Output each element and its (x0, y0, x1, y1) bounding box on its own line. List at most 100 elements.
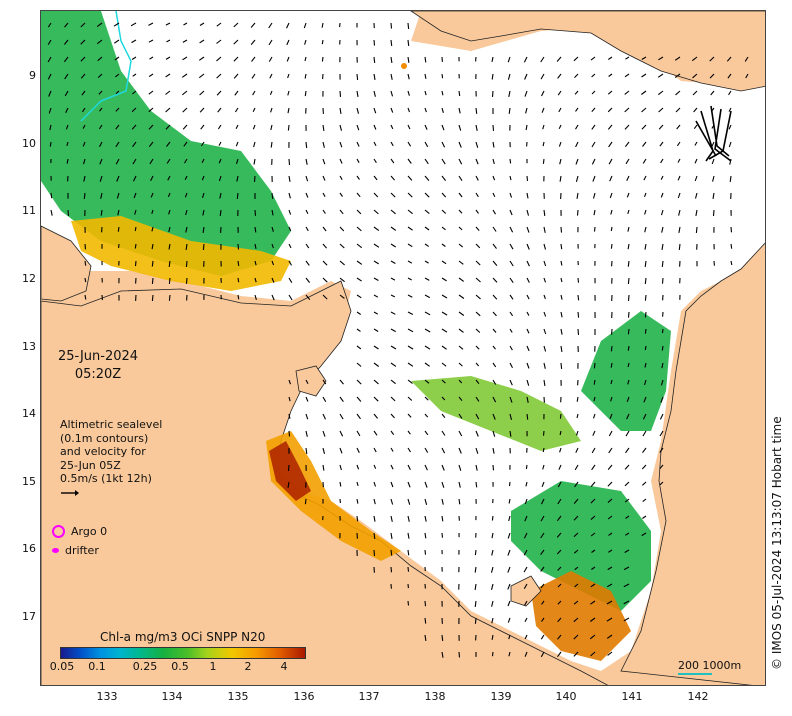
velocity-arrow (200, 141, 205, 147)
velocity-arrow (356, 73, 359, 80)
velocity-arrow (526, 192, 529, 199)
velocity-arrow (134, 226, 137, 232)
velocity-arrow (407, 260, 413, 264)
velocity-arrow (373, 124, 377, 130)
velocity-arrow (490, 566, 494, 573)
velocity-arrow (441, 532, 444, 538)
velocity-scale-arrow-icon (61, 489, 79, 496)
velocity-arrow (675, 90, 681, 96)
velocity-arrow (390, 328, 396, 333)
velocity-arrow (491, 90, 494, 97)
velocity-arrow (97, 73, 103, 78)
velocity-arrow (131, 39, 137, 44)
velocity-arrow (373, 56, 376, 63)
velocity-arrow (556, 515, 562, 522)
velocity-arrow (610, 379, 613, 385)
velocity-arrow (288, 175, 291, 182)
velocity-arrow (305, 430, 308, 437)
velocity-arrow (458, 447, 462, 454)
colorbar-tick-2: 0.25 (132, 660, 158, 673)
velocity-arrow (441, 277, 447, 282)
velocity-arrow (305, 158, 308, 165)
velocity-arrow (168, 226, 171, 233)
velocity-arrow (202, 226, 205, 233)
velocity-arrow (590, 600, 596, 605)
velocity-arrow (475, 413, 480, 420)
velocity-arrow (407, 600, 410, 606)
velocity-arrow (390, 158, 395, 164)
velocity-arrow (574, 73, 579, 78)
velocity-arrow (492, 243, 497, 249)
velocity-arrow (373, 175, 378, 181)
velocity-arrow (407, 447, 411, 453)
velocity-arrow (712, 175, 715, 182)
velocity-arrow (252, 107, 256, 112)
velocity-arrow (574, 583, 579, 588)
velocity-arrow (424, 73, 427, 79)
velocity-arrow (590, 515, 596, 521)
velocity-arrow (252, 90, 256, 96)
velocity-arrow (234, 107, 239, 113)
velocity-arrow (48, 107, 52, 114)
velocity-arrow (373, 209, 379, 215)
velocity-arrow (356, 447, 360, 453)
velocity-arrow (729, 175, 732, 182)
velocity-arrow (271, 209, 274, 216)
velocity-arrow (237, 260, 240, 266)
velocity-arrow (424, 260, 429, 264)
velocity-arrow (712, 192, 715, 199)
velocity-arrow (509, 277, 514, 284)
velocity-arrow (509, 362, 513, 368)
argo-ring-icon (52, 525, 65, 538)
velocity-arrow (198, 73, 205, 79)
velocity-arrow (526, 243, 530, 250)
velocity-arrow (373, 107, 377, 114)
velocity-arrow (543, 243, 547, 250)
velocity-arrow (458, 379, 463, 384)
velocity-arrow (441, 107, 444, 113)
velocity-arrow (661, 260, 664, 267)
velocity-arrow (557, 481, 562, 488)
velocity-arrow (305, 396, 309, 402)
velocity-arrow (84, 243, 87, 250)
velocity-arrow (730, 243, 733, 249)
velocity-arrow (390, 192, 396, 198)
velocity-arrow (593, 226, 596, 232)
velocity-arrow (165, 90, 171, 95)
velocity-arrow (593, 362, 596, 369)
land-new-guinea (410, 11, 765, 92)
river-line (80, 11, 132, 122)
velocity-arrow (509, 430, 512, 437)
velocity-arrow (607, 464, 613, 470)
chlorophyll-colorbar (60, 647, 306, 659)
velocity-arrow (373, 90, 376, 97)
velocity-arrow (252, 124, 256, 130)
velocity-arrow (373, 345, 379, 350)
velocity-arrow (491, 651, 494, 657)
velocity-arrow (151, 260, 154, 267)
velocity-arrow (543, 277, 547, 283)
velocity-arrow (492, 141, 495, 148)
velocity-arrow (233, 22, 239, 28)
velocity-arrow (304, 39, 307, 45)
velocity-arrow (475, 294, 481, 300)
velocity-arrow (441, 481, 445, 488)
velocity-arrow (288, 260, 292, 266)
velocity-arrow (441, 515, 444, 522)
velocity-arrow (458, 175, 463, 181)
velocity-arrow (625, 158, 630, 165)
velocity-arrow (407, 39, 410, 46)
velocity-arrow (606, 583, 613, 588)
velocity-arrow (660, 396, 664, 403)
velocity-arrow (407, 107, 411, 113)
velocity-arrow (507, 617, 511, 623)
velocity-arrow (271, 277, 275, 283)
velocity-arrow (151, 209, 154, 215)
velocity-arrow (339, 209, 344, 215)
lat-tick-11: 11 (22, 204, 36, 217)
velocity-arrow (558, 141, 562, 147)
velocity-arrow (373, 328, 379, 332)
velocity-arrow (390, 209, 396, 215)
velocity-arrow (475, 481, 478, 488)
velocity-arrow (475, 158, 479, 165)
